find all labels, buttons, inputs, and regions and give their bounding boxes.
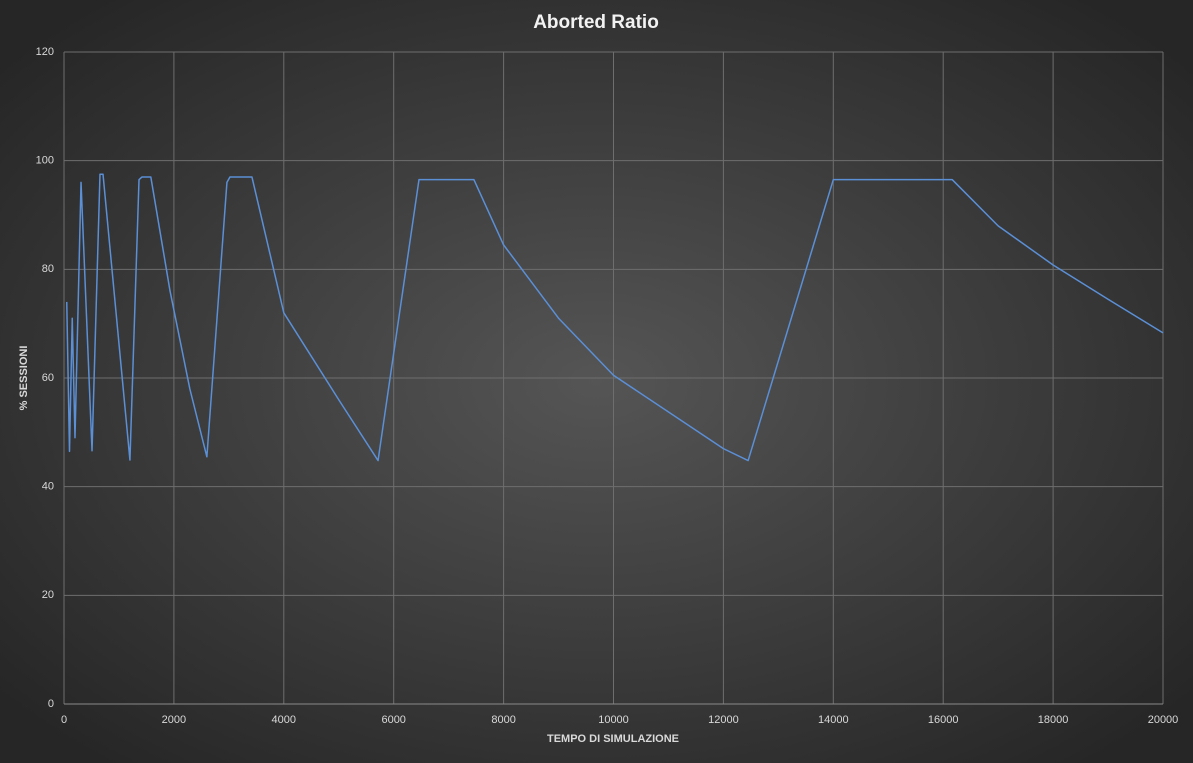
x-tick-label: 2000 bbox=[162, 714, 186, 726]
x-tick-label: 18000 bbox=[1038, 714, 1069, 726]
x-tick-label: 10000 bbox=[598, 714, 629, 726]
y-axis-title: % SESSIONI bbox=[18, 346, 30, 411]
data-line bbox=[66, 173, 1164, 462]
x-tick-label: 0 bbox=[61, 714, 67, 726]
y-tick-label: 20 bbox=[42, 589, 54, 601]
y-tick-label: 80 bbox=[42, 263, 54, 275]
x-tick-label: 14000 bbox=[818, 714, 849, 726]
x-tick-label: 6000 bbox=[381, 714, 405, 726]
x-tick-label: 4000 bbox=[272, 714, 296, 726]
x-tick-label: 16000 bbox=[928, 714, 959, 726]
y-tick-label: 100 bbox=[36, 155, 54, 167]
x-tick-label: 8000 bbox=[491, 714, 515, 726]
y-tick-label: 120 bbox=[36, 46, 54, 58]
y-tick-label: 60 bbox=[42, 372, 54, 384]
x-tick-label: 12000 bbox=[708, 714, 739, 726]
x-tick-label: 20000 bbox=[1148, 714, 1179, 726]
chart-title: Aborted Ratio bbox=[533, 12, 659, 33]
x-axis-title: TEMPO DI SIMULAZIONE bbox=[547, 733, 679, 745]
y-tick-label: 40 bbox=[42, 481, 54, 493]
y-tick-label: 0 bbox=[48, 698, 54, 710]
